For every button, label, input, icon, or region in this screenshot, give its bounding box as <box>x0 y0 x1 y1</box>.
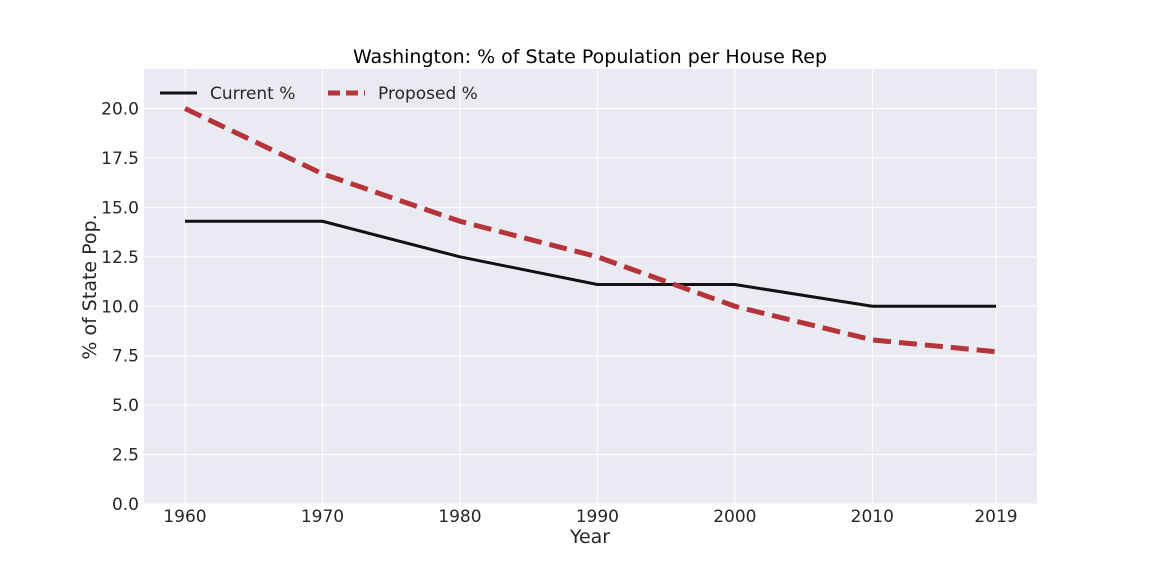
tick-labels: 0.0 2.5 5.0 7.5 10.0 12.5 15.0 17.5 20.0 1960 1970… <box>101 100 1017 527</box>
chart-title: Washington: % of State Population per Ho… <box>353 46 827 68</box>
y-tick-label: 7.5 <box>112 347 139 367</box>
series-lines <box>183 106 997 355</box>
legend-label-2: Proposed % <box>378 84 478 104</box>
x-tick-label: 1980 <box>438 507 481 527</box>
y-tick-label: 20.0 <box>101 100 139 120</box>
x-tick-label: 1990 <box>576 507 619 527</box>
x-tick-label: 1970 <box>301 507 344 527</box>
x-axis-label: Year <box>569 526 610 548</box>
x-tick-label: 2010 <box>851 507 894 527</box>
x-tick-label: 2019 <box>974 507 1017 527</box>
x-tick-label: 1960 <box>163 507 206 527</box>
y-tick-label: 2.5 <box>112 446 139 466</box>
x-tick-label: 2000 <box>713 507 756 527</box>
y-tick-label: 12.5 <box>101 248 139 268</box>
y-tick-label: 15.0 <box>101 198 139 218</box>
y-tick-label: 0.0 <box>112 495 139 515</box>
y-tick-label: 5.0 <box>112 396 139 416</box>
y-axis-label: % of State Pop. <box>79 214 101 359</box>
plot-area <box>144 69 1037 504</box>
legend: Current % Proposed % <box>160 84 478 104</box>
y-tick-label: 10.0 <box>101 297 139 317</box>
legend-label-1: Current % <box>210 84 295 104</box>
y-tick-label: 17.5 <box>101 149 139 169</box>
